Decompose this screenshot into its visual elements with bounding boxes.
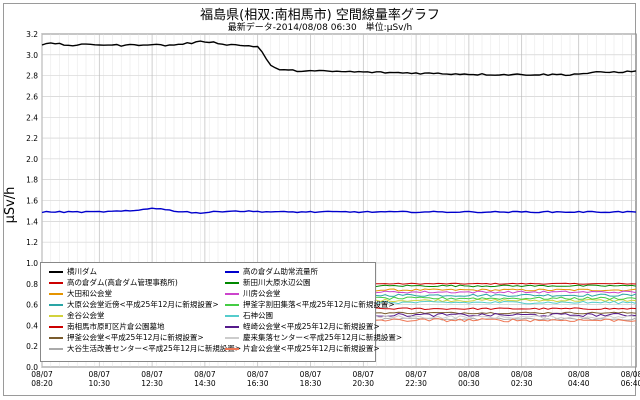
legend-label: 石神公園 xyxy=(243,311,273,320)
x-tick-time: 00:30 xyxy=(458,379,480,388)
legend-swatch xyxy=(225,304,239,306)
x-tick-date: 08/07 xyxy=(31,370,53,379)
legend-label: 慶来集落センター<平成25年12月に新規設置> xyxy=(243,333,403,342)
x-tick-date: 08/08 xyxy=(458,370,480,379)
chart-title: 福島県(相双:南相馬市) 空間線量率グラフ xyxy=(200,8,440,23)
x-tick-time: 12:30 xyxy=(141,379,163,388)
legend-label: 高の倉ダム(高倉ダム管理事務所) xyxy=(67,278,178,287)
legend-label: 押釜字割田集落<平成25年12月に新規設置> xyxy=(243,300,395,309)
y-tick-label: 1.4 xyxy=(26,217,38,226)
legend-swatch xyxy=(49,326,63,328)
legend-swatch xyxy=(225,315,239,317)
y-axis-label: μSv/h xyxy=(3,187,18,224)
legend-swatch xyxy=(225,348,239,350)
legend-label: 片倉公会堂<平成25年12月に新規設置> xyxy=(243,344,380,353)
legend-label: 金谷公会堂 xyxy=(67,311,105,320)
legend-swatch xyxy=(225,282,239,284)
x-tick-time: 14:30 xyxy=(194,379,216,388)
legend-label: 大原公会堂近傍<平成25年12月に新規設置> xyxy=(67,300,219,309)
y-tick-label: 1.6 xyxy=(26,197,38,206)
legend-swatch xyxy=(225,271,239,273)
legend-label: 新田川大原水辺公園 xyxy=(243,278,311,287)
legend-label: 横川ダム xyxy=(67,267,97,276)
legend-label: 押釜公会堂<平成25年12月に新規設置> xyxy=(67,333,204,342)
legend-swatch xyxy=(49,337,63,339)
legend-swatch xyxy=(225,326,239,328)
x-tick-date: 08/07 xyxy=(88,370,110,379)
x-tick-date: 08/08 xyxy=(568,370,590,379)
y-tick-label: 0.2 xyxy=(26,342,38,351)
x-tick-time: 10:30 xyxy=(88,379,110,388)
chart-subtitle: 最新データ-2014/08/08 06:30 単位:μSv/h xyxy=(227,23,413,33)
x-tick-time: 02:30 xyxy=(511,379,533,388)
y-tick-label: 1.8 xyxy=(26,176,38,185)
x-tick-date: 08/07 xyxy=(405,370,427,379)
y-tick-label: 0.0 xyxy=(26,363,38,372)
y-tick-label: 2.2 xyxy=(26,134,38,143)
x-tick-time: 20:30 xyxy=(352,379,374,388)
legend-swatch xyxy=(49,315,63,317)
legend-swatch xyxy=(49,348,63,350)
x-tick-date: 08/07 xyxy=(300,370,322,379)
legend-swatch xyxy=(49,271,63,273)
x-tick-time: 08:20 xyxy=(31,379,53,388)
y-tick-label: 1.0 xyxy=(26,259,38,268)
y-tick-label: 0.6 xyxy=(26,301,38,310)
x-tick-time: 18:30 xyxy=(300,379,322,388)
legend-label: 川房公会堂 xyxy=(243,289,281,298)
legend-label: 大谷生活改善センター<平成25年12月に新規設置> xyxy=(67,344,242,353)
x-tick-date: 08/07 xyxy=(352,370,374,379)
x-tick-date: 08/07 xyxy=(247,370,269,379)
series-line xyxy=(41,207,637,215)
y-tick-label: 2.6 xyxy=(26,92,38,101)
x-tick-time: 04:40 xyxy=(568,379,590,388)
x-tick-time: 22:30 xyxy=(405,379,427,388)
legend-swatch xyxy=(49,293,63,295)
legend-label: 大田和公会堂 xyxy=(67,289,112,298)
y-tick-label: 0.8 xyxy=(26,280,38,289)
legend: 横川ダム高の倉ダム(高倉ダム管理事務所) 大田和公会堂大原公会堂近傍<平成25年1… xyxy=(40,262,402,362)
y-tick-label: 3.0 xyxy=(26,51,38,60)
y-tick-label: 2.4 xyxy=(26,113,38,122)
y-tick-label: 2.0 xyxy=(26,155,38,164)
y-tick-label: 1.2 xyxy=(26,238,38,247)
y-tick-label: 3.2 xyxy=(26,30,38,39)
legend-label: 蛭崎公会堂<平成25年12月に新規設置> xyxy=(243,322,380,331)
legend-swatch xyxy=(225,337,239,339)
legend-swatch xyxy=(49,304,63,306)
legend-label: 高の倉ダム助常流量所 xyxy=(243,267,318,276)
legend-label: 南相馬市原町区片倉公園墓地 xyxy=(67,322,165,331)
y-tick-label: 0.4 xyxy=(26,321,38,330)
x-tick-date: 08/08 xyxy=(621,370,640,379)
x-tick-time: 06:40 xyxy=(621,379,640,388)
legend-swatch xyxy=(225,293,239,295)
legend-swatch xyxy=(49,282,63,284)
series-line xyxy=(41,40,637,77)
x-tick-date: 08/07 xyxy=(141,370,163,379)
x-tick-date: 08/08 xyxy=(511,370,533,379)
y-tick-label: 2.8 xyxy=(26,72,38,81)
x-tick-date: 08/07 xyxy=(194,370,216,379)
x-tick-time: 16:30 xyxy=(247,379,269,388)
